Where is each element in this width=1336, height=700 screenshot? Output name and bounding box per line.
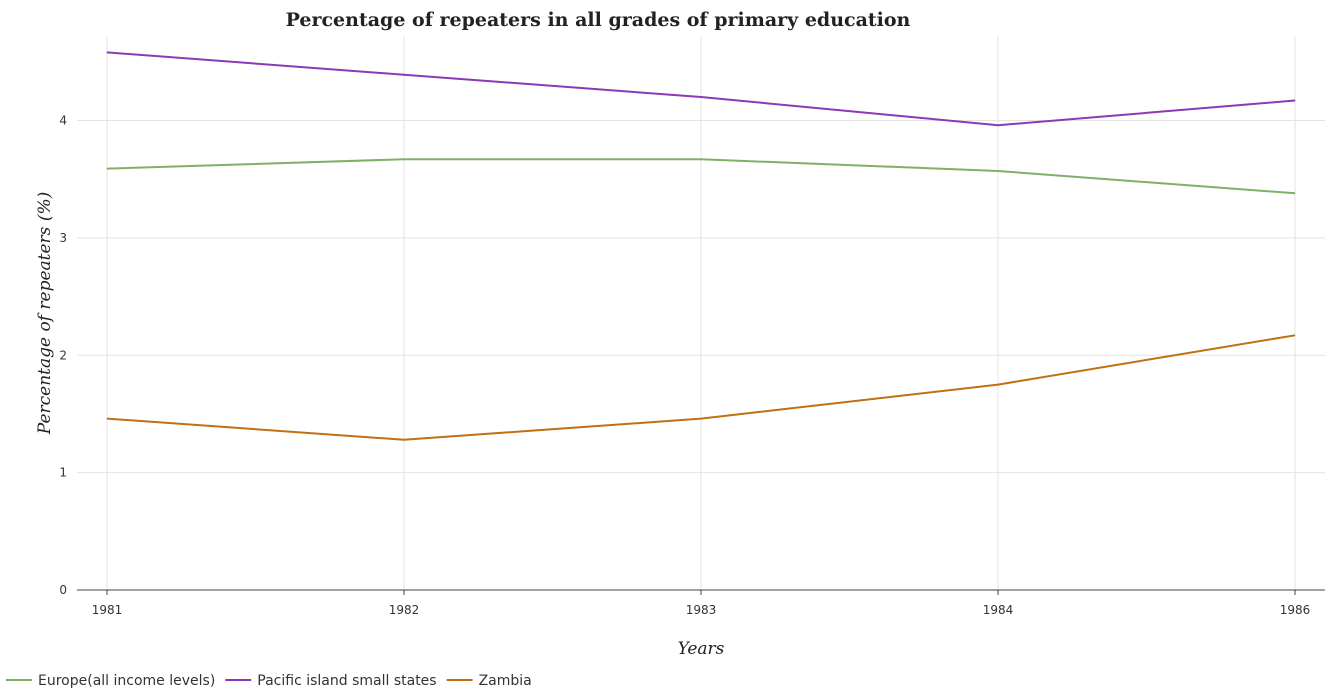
y-tick-label: 3 bbox=[59, 231, 67, 245]
x-tick-label: 1982 bbox=[389, 603, 420, 617]
data-point bbox=[1294, 192, 1296, 194]
y-tick-label: 0 bbox=[59, 583, 67, 597]
x-tick-label: 1983 bbox=[686, 603, 717, 617]
y-axis-title: Percentage of repeaters (%) bbox=[35, 192, 55, 435]
legend-label: Zambia bbox=[479, 673, 532, 689]
y-tick-labels: 0 1 2 3 4 bbox=[59, 114, 67, 597]
data-point bbox=[106, 418, 108, 420]
data-point bbox=[1294, 100, 1296, 102]
data-point bbox=[700, 158, 702, 160]
data-point bbox=[403, 439, 405, 441]
data-point bbox=[997, 170, 999, 172]
y-tick-label: 2 bbox=[59, 348, 67, 362]
plot-area: 0 1 2 3 4 1981 1982 1983 1984 1986 bbox=[59, 36, 1325, 617]
x-axis-title: Years bbox=[678, 639, 725, 659]
data-point bbox=[997, 384, 999, 386]
data-point bbox=[700, 418, 702, 420]
x-tick-label: 1981 bbox=[92, 603, 123, 617]
data-point bbox=[106, 168, 108, 170]
data-point bbox=[403, 158, 405, 160]
x-gridlines bbox=[106, 36, 1296, 595]
y-tick-label: 1 bbox=[59, 466, 67, 480]
y-tick-label: 4 bbox=[59, 114, 67, 128]
legend: Europe(all income levels) Pacific island … bbox=[6, 673, 532, 689]
data-point bbox=[106, 51, 108, 53]
x-tick-labels: 1981 1982 1983 1984 1986 bbox=[92, 603, 1311, 617]
series-layer bbox=[106, 51, 1296, 441]
x-tick-label: 1986 bbox=[1280, 603, 1311, 617]
legend-label: Pacific island small states bbox=[257, 673, 436, 689]
data-point bbox=[1294, 334, 1296, 336]
x-tick-label: 1984 bbox=[983, 603, 1014, 617]
data-point bbox=[403, 74, 405, 76]
data-point bbox=[700, 96, 702, 98]
legend-label: Europe(all income levels) bbox=[38, 673, 215, 689]
data-point bbox=[997, 124, 999, 126]
chart-title: Percentage of repeaters in all grades of… bbox=[286, 9, 911, 31]
